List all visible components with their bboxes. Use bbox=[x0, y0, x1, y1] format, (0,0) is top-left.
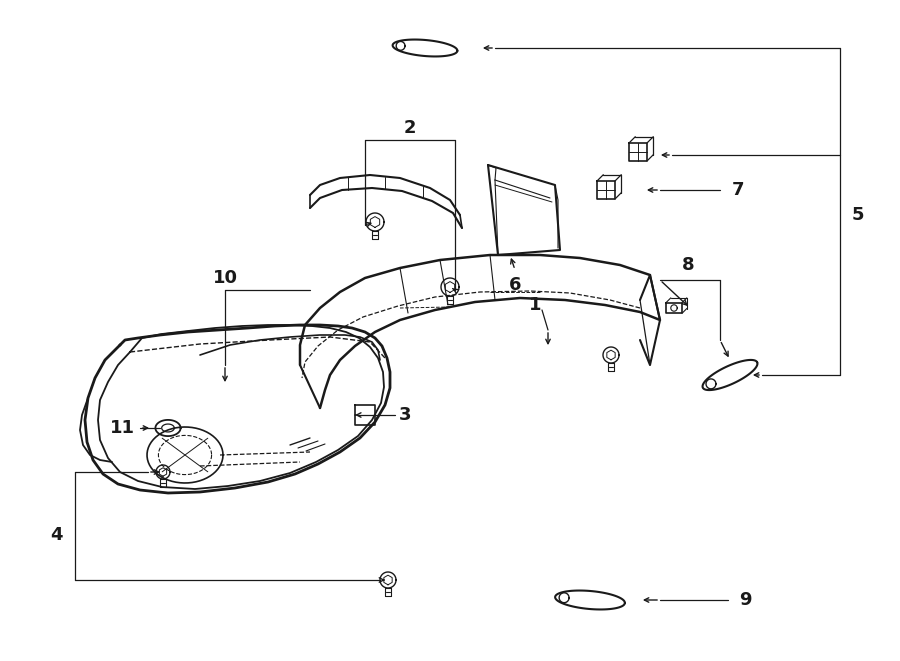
Text: 7: 7 bbox=[732, 181, 744, 199]
Text: 2: 2 bbox=[404, 119, 416, 137]
Text: 9: 9 bbox=[739, 591, 752, 609]
Text: 8: 8 bbox=[681, 256, 694, 274]
Text: 6: 6 bbox=[508, 276, 521, 294]
Text: 10: 10 bbox=[212, 269, 238, 287]
Text: 4: 4 bbox=[50, 526, 62, 544]
Text: 5: 5 bbox=[851, 206, 864, 224]
Text: 11: 11 bbox=[110, 419, 134, 437]
Text: 3: 3 bbox=[399, 406, 411, 424]
Text: 1: 1 bbox=[529, 296, 541, 314]
